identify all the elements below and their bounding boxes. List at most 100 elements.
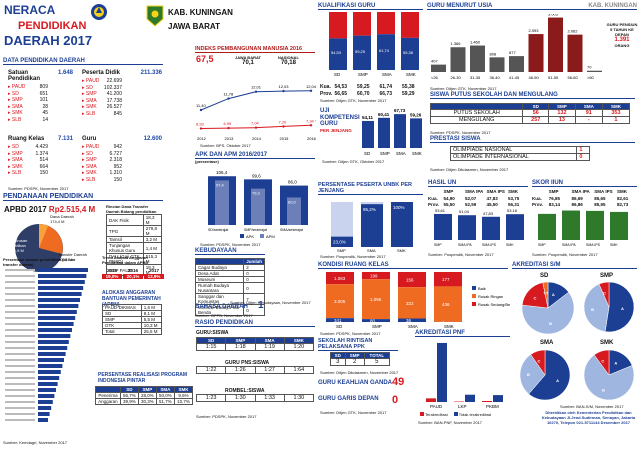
table-row: Sanggar dan Komunitas 7 xyxy=(194,293,265,305)
table-row: 1:22 1:26 1:27 1:64 xyxy=(195,366,315,374)
hasil-un-title: HASIL UN xyxy=(428,180,528,187)
hasil-un-category-label: SMK xyxy=(506,243,514,247)
hasil-un-bar xyxy=(434,213,452,240)
urusan-bar xyxy=(38,334,71,338)
pnf-category-label: PAUD xyxy=(430,404,443,409)
table-cell: Tunjangan Khusus Guru xyxy=(106,242,144,254)
usia-bar xyxy=(587,70,602,72)
akr-sma-label: SMA xyxy=(540,340,554,346)
table-cell: 30,3% xyxy=(137,398,157,405)
urusan-bar xyxy=(38,394,55,398)
akreditasi-sd-pie: A B C TT xyxy=(521,281,575,335)
table-row: SMP SMA IPA SMA IPS SMK xyxy=(532,189,637,196)
trend-year: 2015 xyxy=(106,268,117,273)
urusan-bar xyxy=(38,322,74,326)
kondisi-value-label: 436 xyxy=(442,302,450,307)
apk-legend-swatch xyxy=(240,234,244,238)
table-cell: 76,85 xyxy=(548,195,561,201)
apk-category-label: SD/sederajat xyxy=(208,228,228,232)
list-item-value: 1.310 xyxy=(109,170,122,176)
kualifikasi-value-label: 55,38 xyxy=(403,50,414,55)
prestasi-table: OLIMPIADE NASIONAL 1 OLIMPIADE INTERNASION… xyxy=(449,146,590,161)
ipm-jabar: JAWA BARAT 70,1 xyxy=(235,55,261,66)
realisasi-title: PERSENTASE REALISASI PROGRAM INDONESIA P… xyxy=(98,372,188,384)
table-cell: PUTUS SEKOLAH xyxy=(429,109,524,117)
trend-item: 2017 13,9% xyxy=(144,268,164,279)
list-item-value: 2.318 xyxy=(109,157,122,163)
kondisi-category-label: SMK xyxy=(444,324,454,329)
urusan-label-placeholder xyxy=(5,401,35,403)
unbk-bar-chart: 23,0% SMP 95,2% SMA 100% SMK xyxy=(331,202,413,252)
rasio-source: Sumber: PDSPK, November 2017 xyxy=(196,414,257,419)
table-row: Prov. 83,14 86,86 85,95 82,73 xyxy=(532,202,637,209)
table-cell: 1:20 xyxy=(283,343,315,351)
table-cell: Penerima xyxy=(95,392,121,399)
keahlian-title: GURU KEAHLIAN GANDA xyxy=(318,380,392,386)
list-item-value: 942 xyxy=(113,144,122,150)
non-urusan-label: Non Urusan Pendidikan 1.426,9 M xyxy=(6,238,28,253)
kondisi-baik-bar xyxy=(398,318,426,322)
list-item: ▸ SLB 150 xyxy=(8,170,48,177)
usia-value-label: 1.366 xyxy=(451,41,462,46)
table-cell: 1:26 xyxy=(225,366,256,374)
peserta-didik-block: Peserta Didik 211.336 ▸ PAUD 22.699 ▸ SD 102… xyxy=(82,70,162,117)
table-cell: 10,7% xyxy=(173,398,194,405)
garis-title: GURU GARIS DEPAN xyxy=(318,396,379,402)
table-cell: 0 xyxy=(243,282,265,294)
akreditasi-pie-label: TT xyxy=(543,290,548,295)
table-cell: 51,7% xyxy=(155,398,175,405)
list-item-value: 1.374 xyxy=(35,150,48,157)
akreditasi-smk-pie: A B C xyxy=(583,349,635,401)
kondisi-baik-bar xyxy=(326,318,354,322)
kondisi-rusak-bar xyxy=(398,272,426,288)
apk-bar-chart: 106,4 97,4 SD/sederajat 99,6 79,3 SMP/sederaj… xyxy=(208,170,308,239)
list-item-value: 17.738 xyxy=(106,97,122,104)
hasil-un-bar-chart: 53,61 SMP 51,04 SMA IPA 47,83 SMA IPS 53,16 SMK xyxy=(434,208,524,247)
title-line-3: DAERAH 2017 xyxy=(4,33,93,48)
list-item-key: ▸ SLB xyxy=(82,110,96,117)
urusan-bar xyxy=(38,346,68,350)
pendanaan-source: Sumber: Kemdagri, November 2017 xyxy=(3,440,68,445)
ipm-harapan-label: 12,03 xyxy=(279,84,290,89)
iiun-title: SKOR IIUN xyxy=(532,180,637,187)
list-item-key: ▸ SMP xyxy=(82,157,97,163)
pnf-tidak-bar xyxy=(437,342,447,402)
iiun-bar xyxy=(610,211,628,240)
akreditasi-pie-label: A xyxy=(556,378,559,383)
ipm-rata-label: 7,34 Tahun xyxy=(306,118,316,123)
hasil-un-category-label: SMA IPA xyxy=(458,243,472,247)
list-item-key: ▸ PAUD xyxy=(82,78,100,84)
kondisi-source: Sumber: PDSPK, November 2017 xyxy=(320,331,381,336)
table-cell: 56,7% xyxy=(119,392,139,399)
table-cell: 82,61 xyxy=(617,195,629,201)
ruang-total: 7.131 xyxy=(57,136,73,142)
table-cell: 279,8 M xyxy=(142,225,163,237)
urusan-label-placeholder xyxy=(5,335,35,337)
table-cell: Prov. xyxy=(320,90,333,97)
satuan-title: Satuan Pendidikan xyxy=(8,70,41,82)
urusan-bar xyxy=(38,274,87,278)
urusan-bar xyxy=(38,340,69,344)
list-item: ▸ SMK 26.527 xyxy=(82,104,122,111)
akreditasi-pie-slice-B xyxy=(519,354,546,395)
rasio-title: RASIO PENDIDIKAN xyxy=(195,320,315,327)
list-item: ▸ SMA 28 xyxy=(8,104,48,111)
garis-source: Sumber: Ditjen GTK, November 2017 xyxy=(320,410,387,415)
list-item: ▸ SD 651 xyxy=(8,91,48,98)
prestasi-title: PRESTASI SISWA xyxy=(430,136,635,143)
usia-region: KAB. KUNINGAN xyxy=(588,3,637,9)
rasio-guru-siswa-table: SD SMP SMA SMK 1:15 1:18 1:19 1:20 xyxy=(195,337,315,351)
hasil-un-bar xyxy=(506,214,524,240)
urusan-label-placeholder xyxy=(5,311,35,313)
table-cell: SMA IPA xyxy=(465,189,484,194)
kuningan-emblem xyxy=(146,5,164,27)
apm-value-label: 60,0 xyxy=(288,200,297,205)
table-cell: 60,70 xyxy=(357,90,370,97)
list-item-key: ▸ SMP xyxy=(8,150,23,157)
list-item-value: 150 xyxy=(39,170,48,176)
iiun-bar xyxy=(562,210,580,240)
usia-value-label: 877 xyxy=(509,50,516,55)
table-cell: 1:19 xyxy=(254,343,285,351)
apm-value-label: 97,4 xyxy=(216,182,225,187)
table-cell: Kua. xyxy=(532,195,542,201)
